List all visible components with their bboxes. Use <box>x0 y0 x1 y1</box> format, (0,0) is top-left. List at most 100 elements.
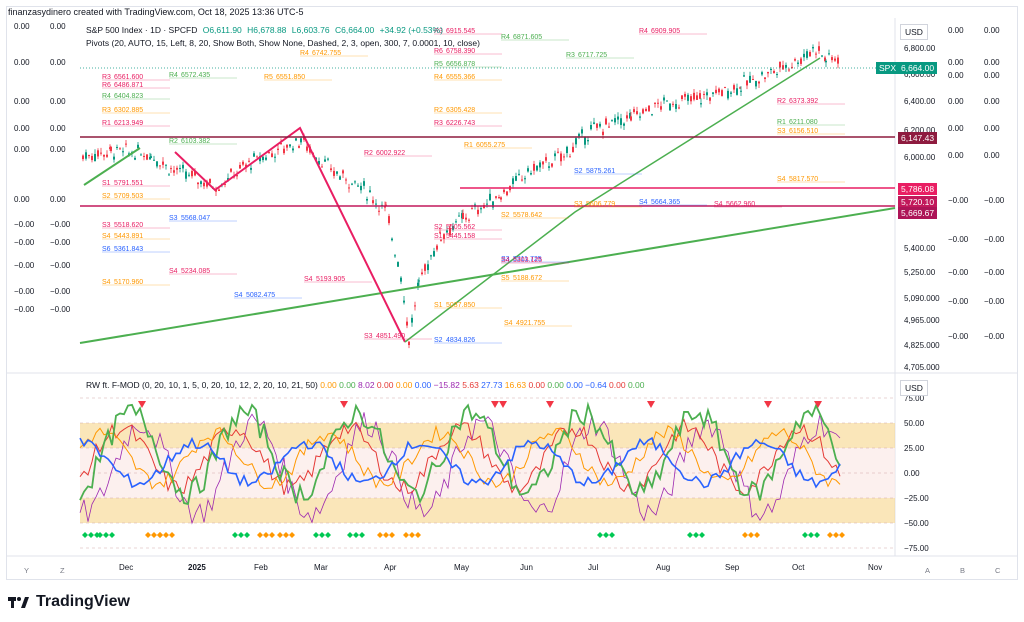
pivot-level-tag: R4 <box>639 28 648 35</box>
candle-body <box>250 167 252 170</box>
candle-body <box>439 231 441 233</box>
left-scale-tick: −0.00 <box>50 287 71 296</box>
candle-body <box>345 179 347 181</box>
price-tag[interactable]: 5,720.10 <box>898 196 938 208</box>
pivot-level-tag: S4 <box>102 279 111 286</box>
candle-body <box>530 173 532 175</box>
left-scale-tick: 0.00 <box>14 97 30 106</box>
candle-body <box>489 193 491 201</box>
candle-body <box>300 138 302 143</box>
candle-body <box>185 171 187 179</box>
candle-body <box>557 151 559 153</box>
candle-body <box>436 245 438 250</box>
pivot-level-value: 5037.850 <box>446 302 475 309</box>
candle-body <box>794 59 796 61</box>
left-scale-tick: 0.00 <box>50 97 66 106</box>
candle-body <box>242 161 244 165</box>
price-tag[interactable]: 6,147.43 <box>898 132 938 144</box>
candle-body <box>524 178 526 180</box>
pivot-level-tag: R3 <box>102 74 111 81</box>
time-tick: Oct <box>792 563 805 572</box>
candle-body <box>684 93 686 97</box>
signal-diamond <box>157 532 163 538</box>
pivot-level-value: 5234.085 <box>181 268 210 275</box>
candle-body <box>746 80 748 86</box>
pivot-level-value: 5709.503 <box>114 193 143 200</box>
candle-body <box>812 47 814 49</box>
osc-currency-label[interactable]: USD <box>900 380 928 396</box>
signal-diamond <box>232 532 238 538</box>
pivot-level-value: 6305.428 <box>446 107 475 114</box>
candle-body <box>767 71 769 74</box>
candle-body <box>88 155 90 157</box>
candle-body <box>385 204 387 206</box>
signal-diamond <box>687 532 693 538</box>
candle-body <box>761 72 763 75</box>
right-extra-tick: −0.00 <box>948 332 969 341</box>
candle-body <box>480 208 482 210</box>
signal-diamond <box>145 532 151 538</box>
left-scale-tick: 0.00 <box>14 195 30 204</box>
candle-body <box>400 277 402 282</box>
candle-body <box>85 152 87 159</box>
price-tag[interactable]: 5,786.08 <box>898 183 938 195</box>
price-tag-symbol[interactable]: SPX <box>876 62 900 74</box>
candle-body <box>259 156 261 162</box>
signal-diamond <box>151 532 157 538</box>
candle-body <box>486 203 488 205</box>
signal-diamond <box>325 532 331 538</box>
left-scale-tick: −0.00 <box>14 220 35 229</box>
nav-letter-b[interactable]: B <box>960 566 966 575</box>
candle-body <box>197 182 199 185</box>
pivot-level-tag: R4 <box>501 34 510 41</box>
candle-body <box>752 79 754 81</box>
signal-diamond <box>748 532 754 538</box>
pivot-level-value: 6758.390 <box>446 48 475 55</box>
nav-letter-y[interactable]: Y <box>24 566 30 575</box>
ohlc-close: C6,664.00 <box>334 25 375 35</box>
candle-body <box>743 75 745 77</box>
signal-diamond <box>244 532 250 538</box>
price-tag[interactable]: 6,664.00 <box>898 62 938 74</box>
nav-letter-a[interactable]: A <box>925 566 931 575</box>
pivots-indicator-label[interactable]: Pivots (20, AUTO, 15, Left, 8, 20, Show … <box>86 38 480 48</box>
candle-body <box>536 165 538 171</box>
sell-signal-marker <box>764 401 772 408</box>
candle-body <box>608 126 610 128</box>
price-tick: 4,825.000 <box>904 341 940 350</box>
signal-diamond <box>169 532 175 538</box>
osc-line-blue <box>79 436 841 489</box>
candle-body <box>106 154 108 157</box>
rw-value: 0.00 <box>374 380 394 390</box>
candle-body <box>239 164 241 169</box>
candle-body <box>605 118 607 125</box>
candle-body <box>545 157 547 161</box>
tradingview-logo-icon <box>8 597 29 608</box>
pivot-level-tag: R3 <box>434 120 443 127</box>
candle-body <box>740 90 742 92</box>
candle-body <box>188 174 190 176</box>
candle-body <box>176 167 178 170</box>
candle-body <box>462 213 464 219</box>
candle-body <box>440 239 442 241</box>
left-scale-tick: 0.00 <box>50 22 66 31</box>
rw-indicator-label[interactable]: RW ft. F-MOD (0, 20, 10, 1, 5, 0, 20, 10… <box>86 380 318 390</box>
pivot-level-value: 5443.891 <box>114 233 143 240</box>
price-tick: 6,400.00 <box>904 97 936 106</box>
candle-body <box>168 174 170 176</box>
price-currency-label[interactable]: USD <box>900 24 928 40</box>
chart-frame <box>6 6 1018 580</box>
nav-letter-c[interactable]: C <box>995 566 1001 575</box>
nav-letter-z[interactable]: Z <box>60 566 65 575</box>
pivot-level-value: 5568.047 <box>181 215 210 222</box>
price-tick: 4,705.000 <box>904 363 940 372</box>
price-tag[interactable]: 5,669.67 <box>898 207 938 219</box>
pivot-level-tag: R4 <box>169 72 178 79</box>
candle-body <box>755 80 757 87</box>
candle-body <box>590 125 592 130</box>
signal-diamond <box>82 532 88 538</box>
candle-body <box>125 143 127 145</box>
candle-body <box>411 317 413 323</box>
symbol-name[interactable]: S&P 500 Index · 1D · SPCFD <box>86 25 198 35</box>
